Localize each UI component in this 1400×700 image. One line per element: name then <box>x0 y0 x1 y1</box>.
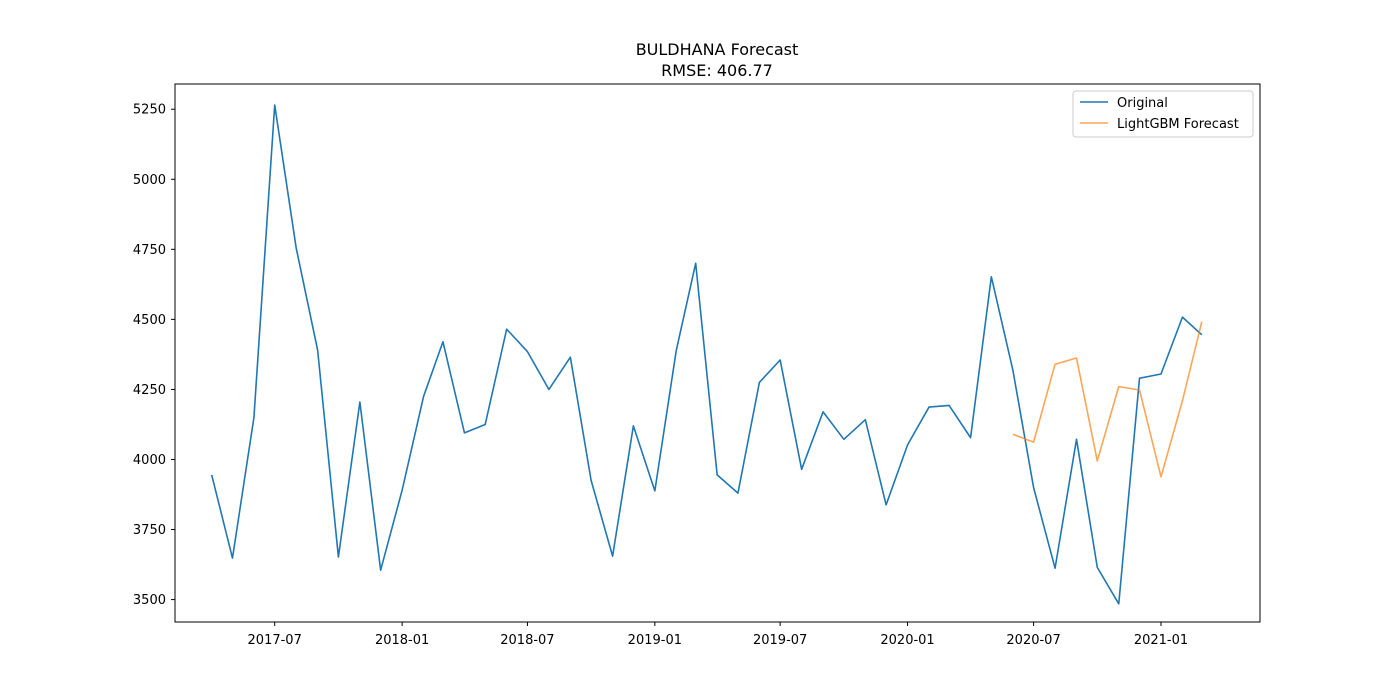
x-axis: 2017-07 2018-01 2018-07 2019-01 2019-07 2020-… <box>248 622 1188 648</box>
original-data-point <box>1096 567 1098 569</box>
y-tick-label: 3500 <box>133 593 166 608</box>
x-tick-label: 2021-01 <box>1134 633 1188 648</box>
x-tick-label: 2020-01 <box>880 633 934 648</box>
original-data-point <box>612 555 614 557</box>
forecast-data-point <box>1182 400 1184 402</box>
x-tick-label: 2020-07 <box>1006 633 1060 648</box>
original-data-point <box>948 405 950 407</box>
y-tick-label: 3750 <box>133 523 166 538</box>
original-data-point <box>907 444 909 446</box>
original-data-point <box>885 504 887 506</box>
forecast-data-point <box>1096 460 1098 462</box>
original-data-point <box>654 490 656 492</box>
legend-label-original: Original <box>1117 96 1168 111</box>
original-data-point <box>801 468 803 470</box>
x-tick-label: 2019-01 <box>628 633 682 648</box>
y-tick-label: 4250 <box>133 383 166 398</box>
forecast-data-point <box>1160 476 1162 478</box>
original-data-point <box>759 382 761 384</box>
original-data-point <box>1139 377 1141 379</box>
original-data-point <box>1160 373 1162 375</box>
forecast-data-point <box>1012 433 1014 435</box>
original-data-point <box>295 247 297 249</box>
original-data-point <box>570 356 572 358</box>
original-data-point <box>633 425 635 427</box>
original-data-point <box>401 490 403 492</box>
original-data-point <box>211 474 213 476</box>
original-data-point <box>822 411 824 413</box>
original-data-point <box>928 406 930 408</box>
x-tick-label: 2019-07 <box>753 633 807 648</box>
original-data-point <box>232 557 234 559</box>
original-data-point <box>380 569 382 571</box>
original-data-point <box>317 349 319 351</box>
x-tick-label: 2018-07 <box>500 633 554 648</box>
chart-title: BULDHANA Forecast <box>636 40 799 59</box>
original-data-point <box>1118 603 1120 605</box>
original-data-point <box>970 437 972 439</box>
forecast-data-point <box>1118 386 1120 388</box>
original-data-point <box>676 349 678 351</box>
forecast-series-line <box>1012 321 1203 478</box>
original-data-point <box>274 104 276 106</box>
x-tick-label: 2017-07 <box>248 633 302 648</box>
y-tick-label: 5250 <box>133 103 166 118</box>
forecast-data-point <box>1201 321 1203 323</box>
original-data-point <box>865 419 867 421</box>
plot-frame <box>174 83 1261 623</box>
original-data-point <box>1012 369 1014 371</box>
original-data-point <box>548 389 550 391</box>
original-data-point <box>843 439 845 441</box>
forecast-data-point <box>1076 357 1078 359</box>
legend-box <box>1072 90 1254 138</box>
original-data-point <box>1182 316 1184 318</box>
original-data-point <box>1076 439 1078 441</box>
forecast-data-point <box>1054 363 1056 365</box>
original-data-point <box>442 341 444 343</box>
legend-label-forecast: LightGBM Forecast <box>1117 117 1239 132</box>
y-tick-label: 4500 <box>133 313 166 328</box>
original-data-point <box>506 328 508 330</box>
original-data-point <box>338 556 340 558</box>
y-tick-label: 4750 <box>133 243 166 258</box>
original-data-point <box>253 417 255 419</box>
legend: Original LightGBM Forecast <box>1072 90 1254 138</box>
original-data-point <box>716 474 718 476</box>
original-data-point <box>991 276 993 278</box>
original-data-point <box>1054 567 1056 569</box>
y-axis: 3500 3750 4000 4250 4500 4750 5000 5250 <box>133 103 175 608</box>
forecast-data-point <box>1033 441 1035 443</box>
chart-subtitle: RMSE: 406.77 <box>661 61 773 80</box>
original-data-point <box>1201 334 1203 336</box>
original-data-point <box>779 359 781 361</box>
original-data-point <box>1033 487 1035 489</box>
forecast-data-point <box>1139 389 1141 391</box>
original-data-point <box>359 401 361 403</box>
plot-area <box>210 104 1203 605</box>
original-series-line <box>210 104 1203 605</box>
original-data-point <box>423 396 425 398</box>
original-data-point <box>527 351 529 353</box>
original-data-point <box>464 432 466 434</box>
x-tick-label: 2018-01 <box>375 633 429 648</box>
y-tick-label: 5000 <box>133 173 166 188</box>
original-data-point <box>590 480 592 482</box>
y-tick-label: 4000 <box>133 453 166 468</box>
original-data-point <box>484 424 486 426</box>
original-data-point <box>737 492 739 494</box>
original-data-point <box>695 263 697 265</box>
